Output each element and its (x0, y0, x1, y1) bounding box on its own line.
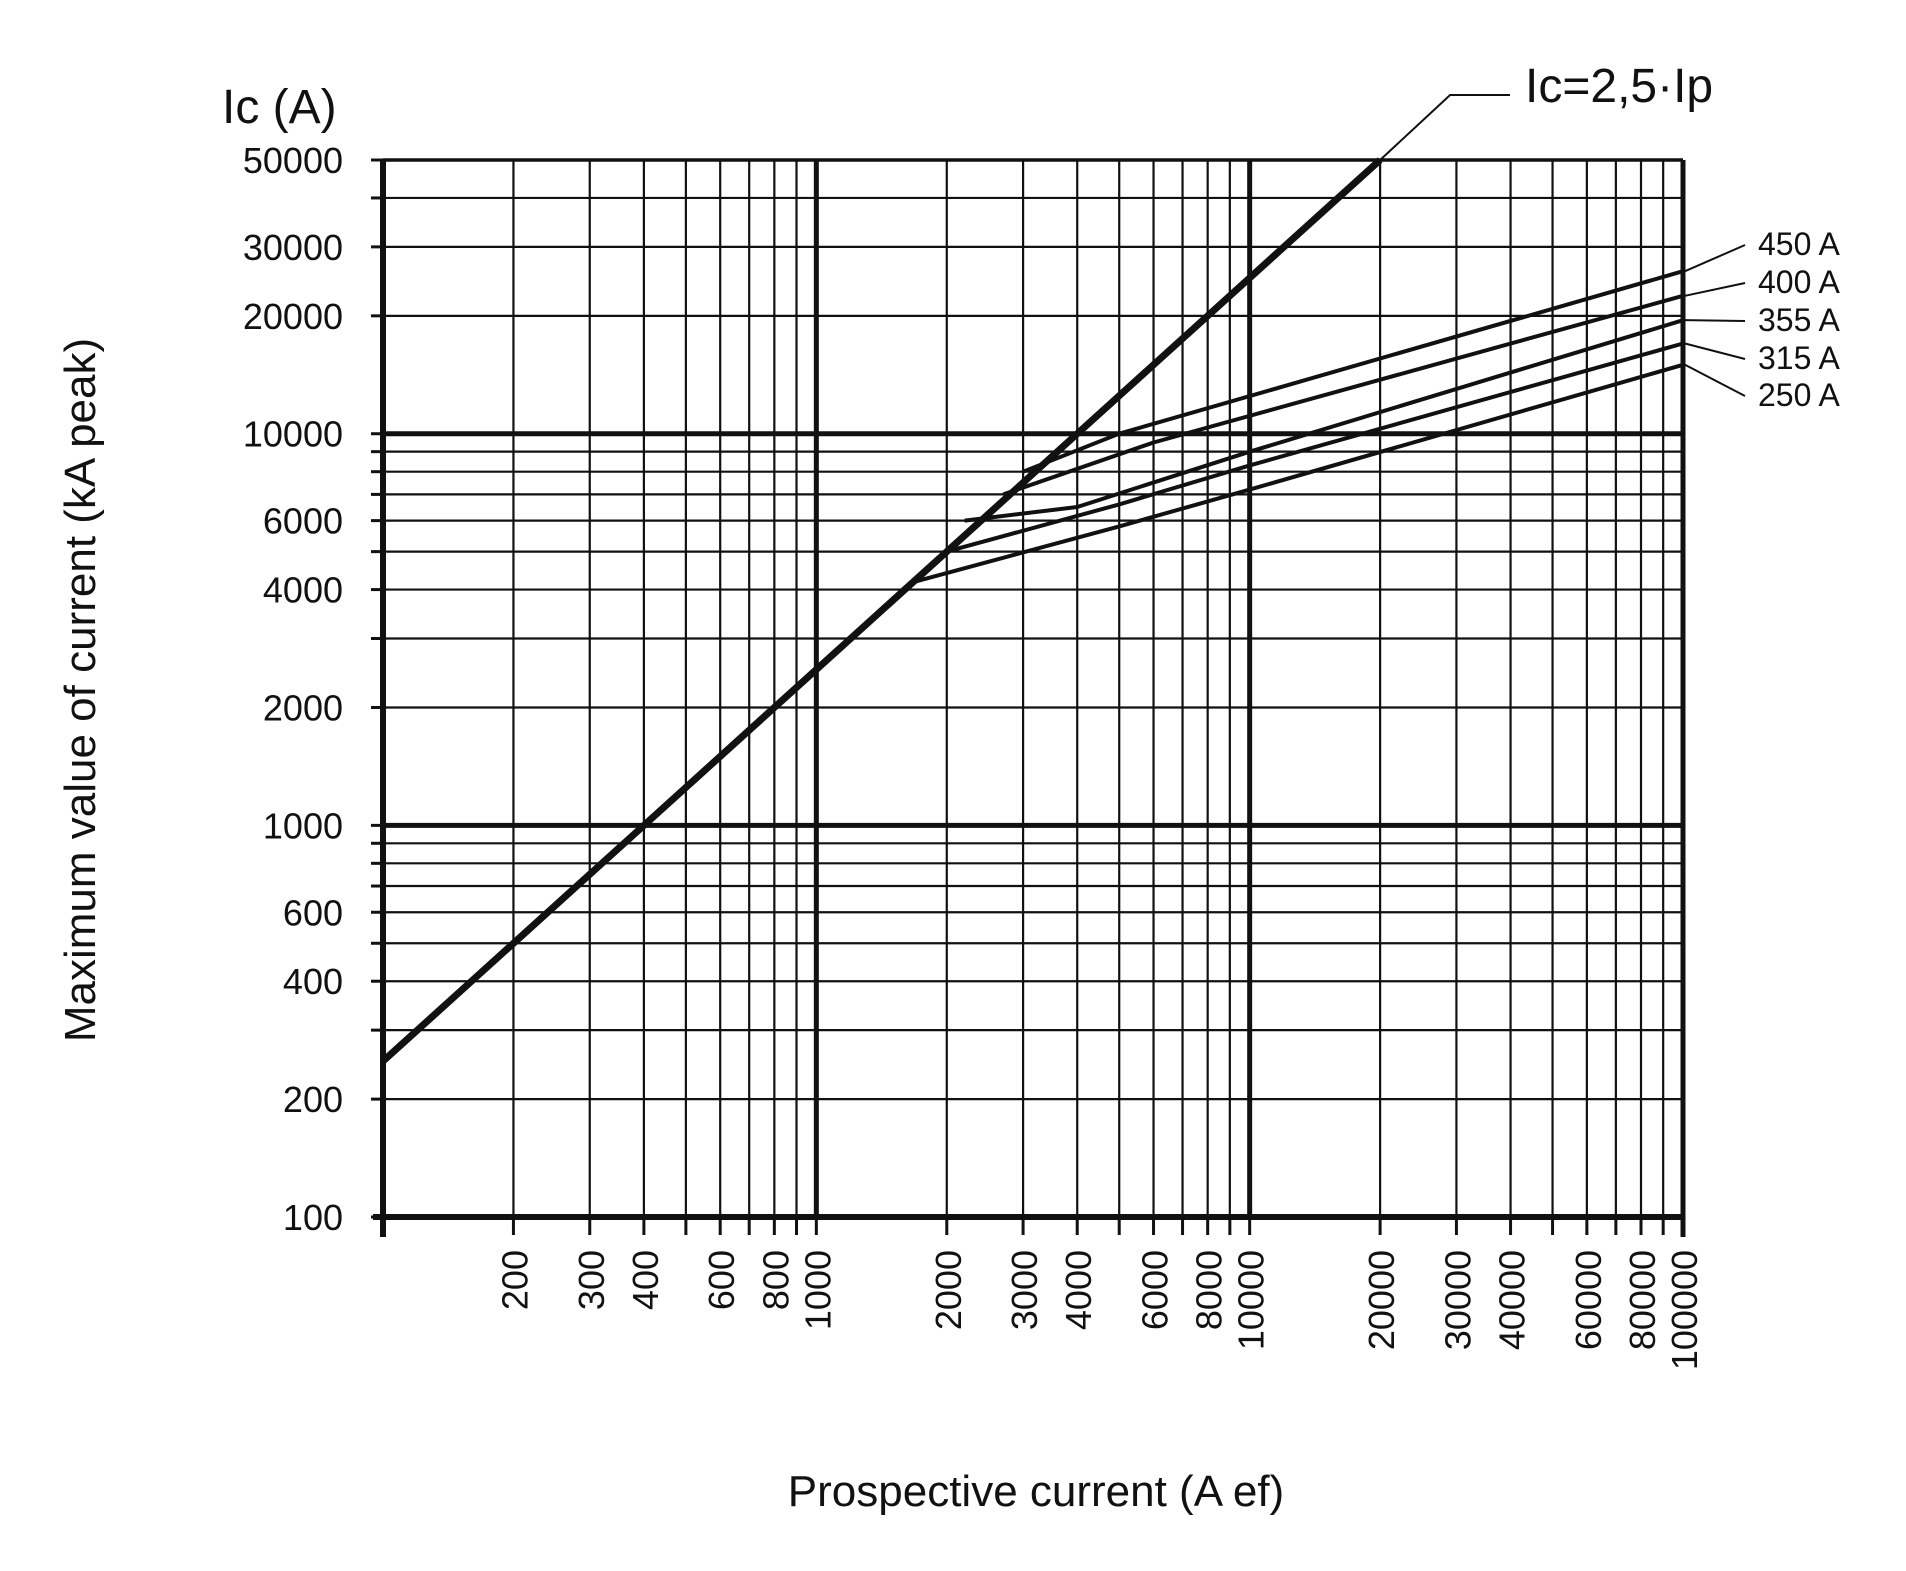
leader-line-1 (1684, 244, 1746, 273)
series-label-5: 250 A (1758, 377, 1841, 413)
y-tick-label: 20000 (243, 296, 343, 337)
series-line-1 (1022, 269, 1684, 474)
x-tick-label: 30000 (1437, 1250, 1478, 1350)
y-tick-label: 50000 (243, 140, 343, 181)
series-label-0: Ic=2,5·Ip (1525, 60, 1713, 113)
series-line-3 (964, 318, 1684, 523)
y-tick-label: 200 (283, 1079, 343, 1120)
leader-line-3 (1684, 319, 1746, 322)
y-tick-label: 1000 (263, 805, 343, 846)
y-tick-label: 6000 (263, 501, 343, 542)
x-axis-ticks: 200 300 400 600 800 1000 2000 3000 4000 6000 8000 1… (381, 1217, 1705, 1370)
x-tick-label: 800 (755, 1250, 796, 1310)
y-unit-label: Ic (A) (222, 81, 337, 134)
series-label-3: 355 A (1758, 302, 1841, 338)
x-tick-label: 100000 (1664, 1250, 1705, 1370)
x-tick-label: 200 (494, 1250, 535, 1310)
y-tick-label: 4000 (263, 570, 343, 611)
leader-line-4 (1684, 342, 1746, 360)
y-tick-label: 100 (283, 1197, 343, 1238)
y-tick-label: 2000 (263, 687, 343, 728)
y-tick-label: 400 (283, 961, 343, 1002)
series-line-5 (915, 362, 1684, 584)
x-tick-label: 300 (571, 1250, 612, 1310)
x-tick-label: 4000 (1058, 1250, 1099, 1330)
y-tick-label: 30000 (243, 227, 343, 268)
series-line-2 (1002, 293, 1684, 497)
x-tick-label: 2000 (928, 1250, 969, 1330)
x-tick-label: 3000 (1004, 1250, 1045, 1330)
series-line-4 (946, 341, 1684, 554)
y-tick-label: 600 (283, 892, 343, 933)
x-tick-label: 6000 (1135, 1250, 1176, 1330)
series-label-1: 450 A (1758, 226, 1841, 262)
x-tick-label: 60000 (1568, 1250, 1609, 1350)
x-tick-label: 600 (701, 1250, 742, 1310)
series-label-4: 315 A (1758, 340, 1841, 376)
leader-line-2 (1684, 282, 1746, 297)
leader-line-5 (1684, 363, 1746, 397)
series-label-2: 400 A (1758, 264, 1841, 300)
x-tick-label: 10000 (1231, 1250, 1272, 1350)
x-axis-title: Prospective current (A ef) (788, 1467, 1284, 1516)
grid (373, 158, 1686, 1237)
series-lines (380, 157, 1684, 1064)
x-tick-label: 8000 (1189, 1250, 1230, 1330)
y-axis-ticks: 50000 30000 20000 10000 6000 4000 2000 1000 600 4… (243, 140, 383, 1238)
x-tick-label: 400 (625, 1250, 666, 1310)
y-axis-title: Maximum value of current (kA peak) (56, 338, 105, 1042)
x-tick-label: 1000 (797, 1250, 838, 1330)
x-tick-label: 20000 (1361, 1250, 1402, 1350)
x-tick-label: 40000 (1492, 1250, 1533, 1350)
y-tick-label: 10000 (243, 414, 343, 455)
series-line-0 (380, 157, 1383, 1064)
leader-line-0 (1379, 94, 1510, 161)
x-tick-label: 80000 (1622, 1250, 1663, 1350)
